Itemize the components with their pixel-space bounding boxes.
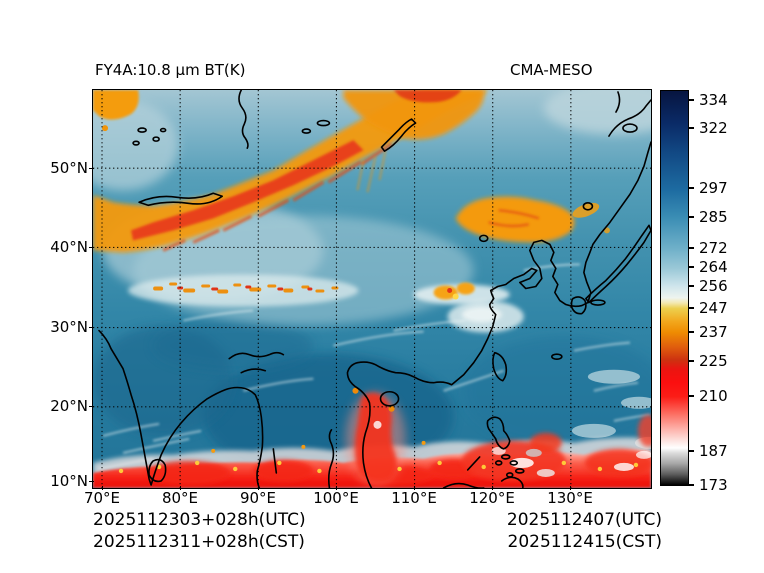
x-axis-tick-label: 130°E — [538, 486, 602, 507]
valid-time-cst: 2025112415(CST) — [507, 532, 662, 552]
colorbar-tick-label: 297 — [688, 179, 728, 197]
pale-cloud-haze — [93, 90, 651, 333]
colorbar-tick-label: 322 — [688, 119, 728, 137]
x-axis-tick-label: 100°E — [304, 486, 368, 507]
x-axis-tick-label: 110°E — [382, 486, 446, 507]
y-axis-tick-label: 30°N — [38, 318, 94, 336]
map-frame — [92, 89, 652, 489]
colorbar-tick-label: 173 — [688, 476, 728, 494]
valid-time-utc: 2025112407(UTC) — [506, 510, 662, 530]
colorbar-tick-label: 264 — [688, 258, 728, 276]
y-axis-tick-label: 20°N — [38, 397, 94, 415]
colorbar-tick-label: 334 — [688, 91, 728, 109]
colorbar-tick-label: 285 — [688, 208, 728, 226]
tropical-convection-band — [93, 387, 651, 488]
y-axis-tick-label: 40°N — [38, 238, 94, 256]
satellite-bt-imagery — [93, 90, 651, 488]
init-time-cst: 2025112311+028h(CST) — [93, 532, 305, 552]
plateau-cold-cells — [153, 282, 475, 300]
colorbar-tick-label: 210 — [688, 387, 728, 405]
y-axis-tick-label: 10°N — [38, 472, 94, 490]
colorbar-tick-label: 225 — [688, 352, 728, 370]
x-axis-tick-label: 90°E — [226, 486, 290, 507]
colorbar-tick-label: 256 — [688, 277, 728, 295]
y-axis-tick-label: 50°N — [38, 159, 94, 177]
x-axis-tick-label: 70°E — [70, 486, 134, 507]
x-axis-tick-label: 80°E — [148, 486, 212, 507]
x-axis-tick-label: 120°E — [460, 486, 524, 507]
colorbar — [660, 90, 689, 486]
colorbar-tick-label: 237 — [688, 323, 728, 341]
northeast-cold-cluster — [455, 196, 610, 243]
init-time-utc: 2025112303+028h(UTC) — [93, 510, 306, 530]
low-cloud-clumps — [571, 369, 651, 449]
cirrus-streaks — [98, 263, 651, 470]
cold-frontal-band — [93, 90, 489, 253]
colorbar-tick-label: 187 — [688, 442, 728, 460]
model-name: CMA-MESO — [510, 61, 593, 79]
plot-title: FY4A:10.8 μm BT(K) — [95, 61, 246, 79]
colorbar-tick-label: 247 — [688, 299, 728, 317]
colorbar-tick-label: 272 — [688, 239, 728, 257]
graticule — [93, 90, 651, 488]
